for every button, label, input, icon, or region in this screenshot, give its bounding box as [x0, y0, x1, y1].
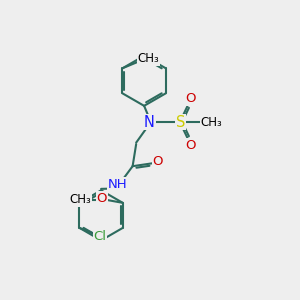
Text: O: O — [185, 139, 195, 152]
Text: NH: NH — [107, 178, 127, 191]
Text: N: N — [144, 115, 155, 130]
Text: O: O — [153, 155, 163, 168]
Text: Cl: Cl — [94, 230, 106, 243]
Text: O: O — [185, 92, 195, 105]
Text: CH₃: CH₃ — [137, 52, 159, 65]
Text: O: O — [96, 192, 107, 205]
Text: S: S — [176, 115, 185, 130]
Text: CH₃: CH₃ — [200, 116, 222, 128]
Text: CH₃: CH₃ — [69, 194, 91, 206]
